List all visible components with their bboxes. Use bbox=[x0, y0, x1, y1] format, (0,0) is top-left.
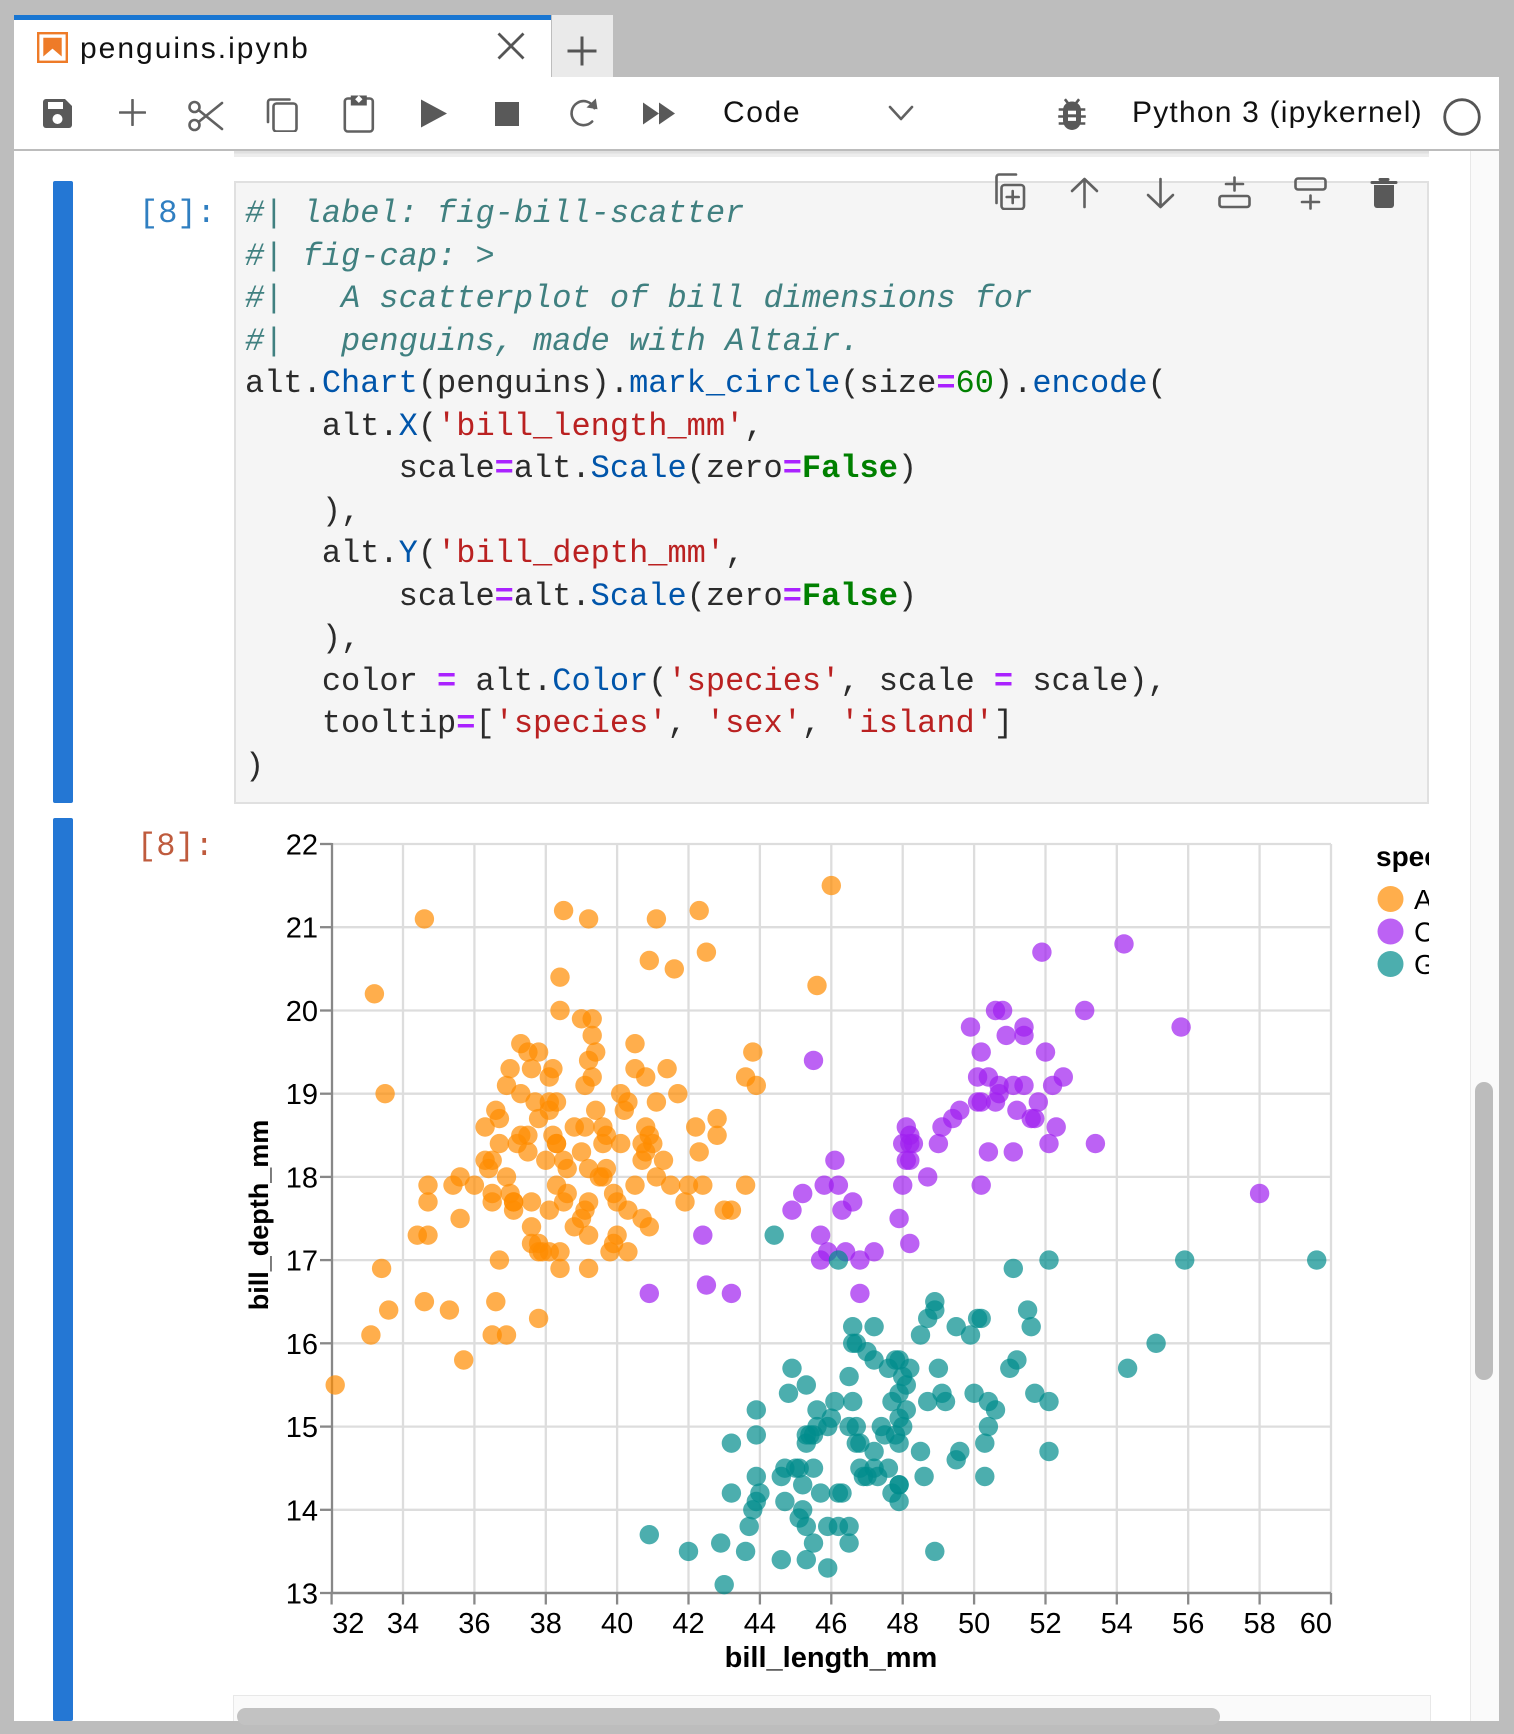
svg-text:56: 56 bbox=[1172, 1608, 1204, 1640]
svg-text:13: 13 bbox=[286, 1579, 318, 1611]
svg-text:21: 21 bbox=[286, 913, 318, 945]
svg-text:32: 32 bbox=[332, 1608, 364, 1640]
svg-text:50: 50 bbox=[958, 1608, 990, 1640]
svg-text:34: 34 bbox=[387, 1608, 419, 1640]
svg-text:22: 22 bbox=[286, 830, 318, 862]
svg-text:17: 17 bbox=[286, 1246, 318, 1278]
svg-text:bill_depth_mm: bill_depth_mm bbox=[244, 1120, 274, 1311]
svg-text:18: 18 bbox=[286, 1162, 318, 1194]
svg-text:36: 36 bbox=[458, 1608, 490, 1640]
svg-text:species: species bbox=[1376, 841, 1429, 872]
svg-text:bill_length_mm: bill_length_mm bbox=[725, 1642, 938, 1674]
svg-text:38: 38 bbox=[530, 1608, 562, 1640]
svg-text:52: 52 bbox=[1029, 1608, 1061, 1640]
svg-text:40: 40 bbox=[601, 1608, 633, 1640]
svg-text:44: 44 bbox=[744, 1608, 776, 1640]
svg-text:20: 20 bbox=[286, 996, 318, 1028]
svg-text:42: 42 bbox=[672, 1608, 704, 1640]
svg-text:60: 60 bbox=[1300, 1608, 1332, 1640]
svg-text:Adelie: Adelie bbox=[1414, 884, 1429, 915]
svg-text:14: 14 bbox=[286, 1495, 318, 1527]
svg-text:15: 15 bbox=[286, 1412, 318, 1444]
svg-text:58: 58 bbox=[1243, 1608, 1275, 1640]
svg-text:19: 19 bbox=[286, 1079, 318, 1111]
svg-text:48: 48 bbox=[887, 1608, 919, 1640]
svg-text:54: 54 bbox=[1101, 1608, 1133, 1640]
svg-text:46: 46 bbox=[815, 1608, 847, 1640]
svg-text:Gentoo: Gentoo bbox=[1414, 949, 1429, 980]
svg-text:16: 16 bbox=[286, 1329, 318, 1361]
svg-text:Chinstrap: Chinstrap bbox=[1414, 917, 1429, 948]
